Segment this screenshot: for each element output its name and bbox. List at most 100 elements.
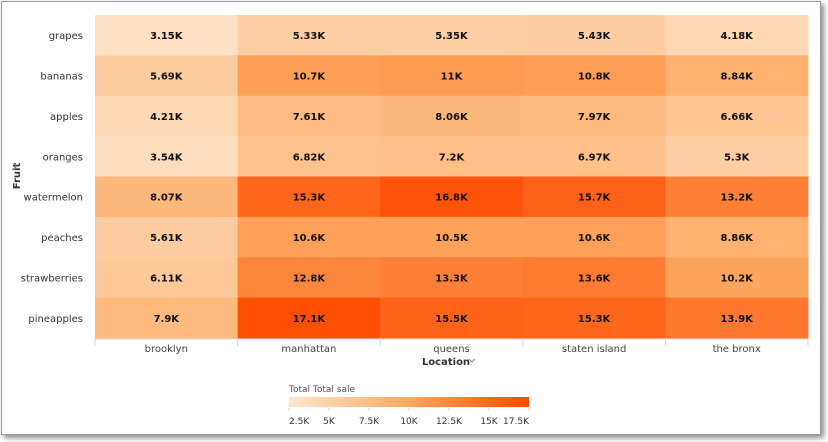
legend-tick-label: 7.5K: [359, 417, 380, 427]
cell-value-label: 10.7K: [293, 72, 327, 83]
heatmap-cell[interactable]: [380, 15, 524, 56]
heatmap-cell[interactable]: [665, 136, 809, 177]
cell-value-label: 8.06K: [435, 112, 469, 123]
cell-value-label: 11K: [441, 72, 464, 83]
cell-value-label: 13.2K: [720, 193, 754, 204]
x-tick-label: brooklyn: [145, 344, 188, 355]
heatmap-cell[interactable]: [380, 257, 524, 299]
cell-value-label: 6.82K: [293, 152, 327, 163]
cell-value-label: 15.3K: [293, 193, 327, 204]
cell-value-label: 8.86K: [720, 233, 754, 244]
heatmap-cell[interactable]: [237, 176, 381, 218]
heatmap-cell[interactable]: [380, 176, 524, 218]
heatmap-cell[interactable]: [237, 15, 381, 56]
heatmap-cell[interactable]: [237, 95, 381, 137]
cell-value-label: 13.9K: [720, 314, 754, 325]
cell-value-label: 8.84K: [720, 72, 754, 83]
cell-value-label: 15.3K: [578, 314, 612, 325]
heatmap-cell[interactable]: [380, 297, 524, 339]
legend-tick-label: 15K: [480, 417, 498, 427]
heatmap-cell[interactable]: [95, 176, 239, 218]
y-tick-label: watermelon: [24, 193, 83, 204]
cell-value-label: 13.3K: [435, 273, 469, 284]
heatmap-cell[interactable]: [522, 55, 666, 97]
heatmap-cell[interactable]: [665, 55, 809, 97]
heatmap-cell[interactable]: [380, 216, 524, 258]
heatmap-cell[interactable]: [95, 15, 239, 56]
legend-title: Total Total sale: [288, 385, 355, 395]
cell-value-label: 12.8K: [293, 273, 327, 284]
y-tick-label: bananas: [40, 72, 83, 83]
cell-value-label: 15.7K: [578, 193, 612, 204]
heatmap-cell[interactable]: [237, 136, 381, 177]
cell-value-label: 5.69K: [150, 72, 184, 83]
chevron-down-icon[interactable]: [468, 358, 476, 363]
cell-value-label: 3.54K: [150, 152, 184, 163]
legend-tick-label: 12.5K: [436, 417, 463, 427]
heatmap-cell[interactable]: [237, 257, 381, 299]
heatmap-cell[interactable]: [95, 216, 239, 258]
legend-tick-label: 10K: [400, 417, 418, 427]
cell-value-label: 5.3K: [724, 152, 751, 163]
heatmap-cell[interactable]: [522, 176, 666, 218]
cell-value-label: 5.33K: [293, 31, 327, 42]
y-tick-label: grapes: [49, 31, 83, 42]
heatmap-cell[interactable]: [380, 95, 524, 137]
heatmap-cell[interactable]: [665, 95, 809, 137]
heatmap-cell[interactable]: [95, 297, 239, 339]
chevron-down-icon[interactable]: [13, 163, 18, 170]
cell-value-label: 13.6K: [578, 273, 612, 284]
heatmap-cell[interactable]: [522, 15, 666, 56]
cell-value-label: 15.5K: [435, 314, 469, 325]
legend-tick-label: 17.5K: [503, 417, 530, 427]
y-tick-label: oranges: [43, 152, 83, 163]
heatmap-cell[interactable]: [665, 216, 809, 258]
heatmap-cell[interactable]: [237, 216, 381, 258]
cell-value-label: 6.66K: [720, 112, 754, 123]
y-tick-label: peaches: [41, 233, 83, 244]
heatmap-cell[interactable]: [95, 55, 239, 97]
heatmap-cell[interactable]: [522, 297, 666, 339]
legend-color-bar: [289, 397, 529, 407]
cell-value-label: 5.43K: [578, 31, 612, 42]
legend-tick-label: 2.5K: [289, 417, 310, 427]
cell-value-label: 4.18K: [720, 31, 754, 42]
cell-value-label: 10.5K: [435, 233, 469, 244]
cell-value-label: 10.8K: [578, 72, 612, 83]
heatmap-cell[interactable]: [522, 95, 666, 137]
y-tick-label: apples: [50, 112, 83, 123]
heatmap-cell[interactable]: [522, 257, 666, 299]
heatmap-cell[interactable]: [380, 136, 524, 177]
legend-tick-label: 5K: [323, 417, 336, 427]
y-tick-label: pineapples: [28, 314, 83, 325]
cell-value-label: 10.6K: [578, 233, 612, 244]
cell-value-label: 7.61K: [293, 112, 327, 123]
cell-value-label: 4.21K: [150, 112, 184, 123]
heatmap-cell[interactable]: [522, 136, 666, 177]
cell-value-label: 7.2K: [439, 152, 466, 163]
cell-value-label: 7.9K: [154, 314, 181, 325]
heatmap-cell[interactable]: [237, 297, 381, 339]
heatmap-cell[interactable]: [95, 95, 239, 137]
heatmap-cell[interactable]: [665, 176, 809, 218]
x-tick-label: staten island: [562, 344, 626, 355]
cell-value-label: 6.97K: [578, 152, 612, 163]
cell-value-label: 7.97K: [578, 112, 612, 123]
cell-value-label: 3.15K: [150, 31, 184, 42]
x-axis-title[interactable]: Location: [422, 357, 470, 368]
heatmap-cell[interactable]: [95, 257, 239, 299]
heatmap-cell[interactable]: [665, 297, 809, 339]
heatmap-cell[interactable]: [665, 15, 809, 56]
x-tick-label: queens: [433, 344, 470, 355]
cell-value-label: 5.61K: [150, 233, 184, 244]
cell-value-label: 8.07K: [150, 193, 184, 204]
heatmap-cell[interactable]: [237, 55, 381, 97]
heatmap-cell[interactable]: [95, 136, 239, 177]
y-tick-label: strawberries: [21, 273, 83, 284]
cell-value-label: 17.1K: [293, 314, 327, 325]
heatmap-cell[interactable]: [380, 55, 524, 97]
heatmap-cell[interactable]: [665, 257, 809, 299]
y-axis-title[interactable]: Fruit: [12, 163, 23, 190]
heatmap-cell[interactable]: [522, 216, 666, 258]
